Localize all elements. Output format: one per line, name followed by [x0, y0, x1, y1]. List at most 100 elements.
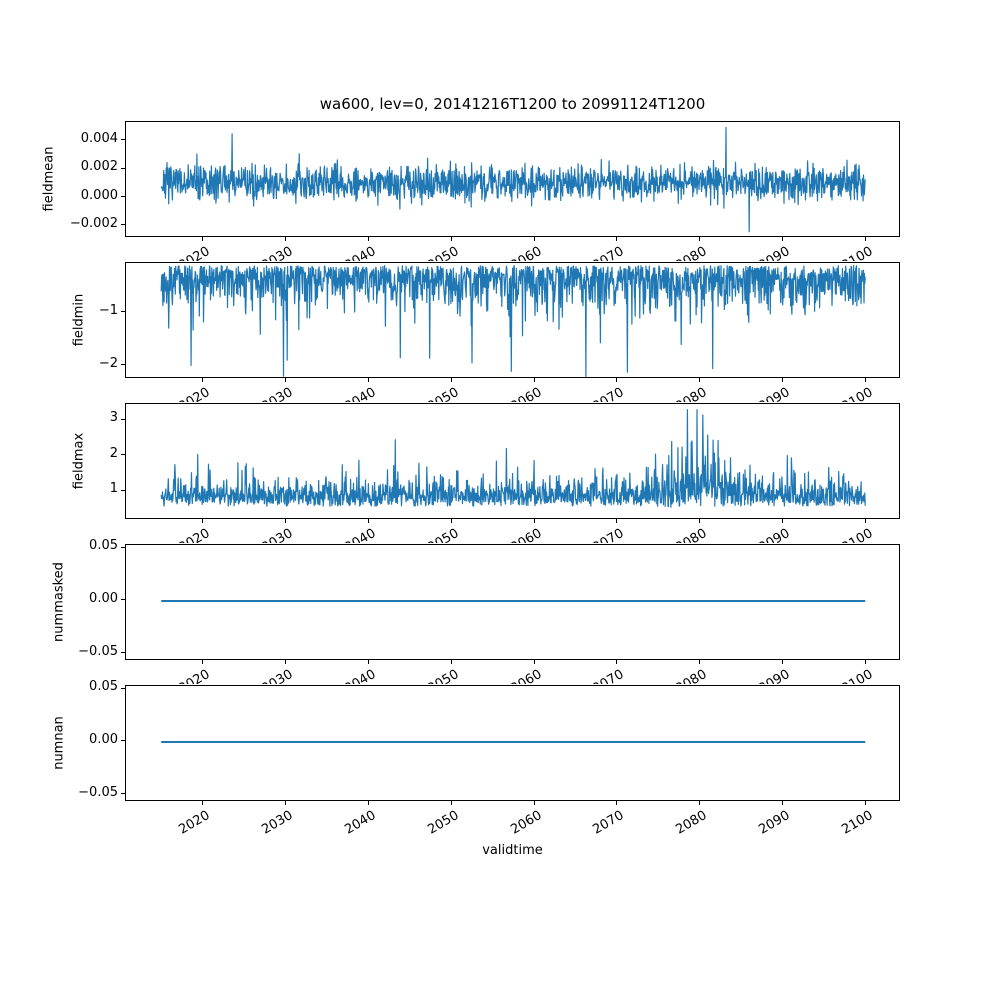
y-tick-label: 2 [109, 445, 118, 461]
y-tick-label: 0.00 [89, 731, 118, 747]
x-tick-label-row-clipped: 2020 2030 2040 2050 2060 2070 2080 2090 2100 [0, 237, 1000, 261]
x-tick-label: 2080 [673, 808, 710, 838]
x-tick-label-row-clipped: 2020 2030 2040 2050 2060 2070 2080 2090 2100 [0, 660, 1000, 684]
x-tick [533, 237, 535, 241]
x-tick-label: 2080 [673, 385, 710, 402]
x-tick-label: 2060 [507, 667, 544, 684]
x-tick [782, 237, 784, 241]
x-tick [616, 801, 618, 805]
x-tick-label: 2090 [756, 244, 793, 261]
x-tick-label: 2090 [756, 526, 793, 543]
x-tick-label: 2030 [259, 526, 296, 543]
x-tick-label: 2080 [673, 244, 710, 261]
x-tick [367, 801, 369, 805]
x-tick-label: 2020 [176, 244, 213, 261]
x-axis-label: validtime [482, 843, 543, 858]
x-tick [284, 660, 286, 664]
fieldmean-line [160, 126, 866, 233]
subplot-nummasked [125, 544, 900, 660]
y-tick [121, 687, 125, 689]
y-tick [121, 546, 125, 548]
x-tick-label: 2020 [176, 808, 213, 838]
x-tick [201, 660, 203, 664]
x-tick [533, 660, 535, 664]
x-tick [367, 519, 369, 523]
x-tick-label: 2050 [424, 244, 462, 261]
y-tick [121, 167, 125, 169]
fieldmax-line [160, 409, 866, 508]
x-tick-label: 2070 [590, 808, 627, 838]
y-tick [121, 652, 125, 654]
ylabel-fieldmin: fieldmin [71, 293, 87, 347]
y-tick [121, 139, 125, 141]
subplot-fieldmin [125, 262, 900, 378]
y-tick-label: 0.05 [89, 679, 118, 695]
x-tick [699, 237, 701, 241]
x-tick-label: 2060 [507, 526, 544, 543]
x-tick-label: 2020 [176, 667, 213, 684]
x-tick [284, 801, 286, 805]
x-tick [616, 660, 618, 664]
y-tick [121, 364, 125, 366]
y-tick [121, 740, 125, 742]
x-tick [284, 378, 286, 382]
fieldmin-line [160, 265, 866, 378]
nummasked-line [161, 599, 866, 602]
x-tick-label: 2090 [756, 808, 793, 838]
subplot-fieldmean [125, 121, 900, 237]
x-tick-label: 2030 [259, 244, 296, 261]
x-tick-label: 2100 [839, 808, 876, 838]
x-tick [782, 801, 784, 805]
x-tick-label: 2100 [839, 526, 876, 543]
x-tick [782, 660, 784, 664]
x-tick-label: 2070 [590, 526, 627, 543]
x-tick [616, 237, 618, 241]
x-tick-label: 2020 [176, 526, 213, 543]
x-tick-label: 2040 [342, 808, 379, 838]
x-tick-label: 2100 [839, 385, 876, 402]
y-tick-label: 0.00 [89, 590, 118, 606]
y-tick-label: −0.05 [78, 643, 118, 659]
x-tick [782, 519, 784, 523]
x-tick-label: 2070 [590, 667, 627, 684]
x-tick [284, 519, 286, 523]
x-tick [533, 519, 535, 523]
x-tick-label: 2060 [507, 385, 544, 402]
x-tick-label-row-clipped: 2020 2030 2040 2050 2060 2070 2080 2090 2100 [0, 519, 1000, 543]
x-tick-label: 2060 [507, 244, 544, 261]
numnan-line [161, 740, 866, 743]
x-tick [616, 378, 618, 382]
x-tick-label: 2020 [176, 385, 213, 402]
subplot-fieldmax [125, 403, 900, 519]
y-tick [121, 224, 125, 226]
x-tick-label: 2050 [424, 808, 462, 838]
x-tick-label: 2080 [673, 667, 710, 684]
x-tick-label: 2040 [342, 526, 379, 543]
x-tick [533, 801, 535, 805]
x-tick [865, 378, 867, 382]
y-tick-label: −2 [98, 355, 118, 371]
y-tick [121, 311, 125, 313]
subplot-numnan [125, 685, 900, 801]
x-tick-label: 2040 [342, 244, 379, 261]
x-tick-label: 2040 [342, 385, 379, 402]
x-tick [201, 237, 203, 241]
x-tick [201, 801, 203, 805]
y-tick-label: 0.004 [80, 130, 118, 146]
x-tick [533, 378, 535, 382]
x-tick [450, 378, 452, 382]
y-tick-label: −0.05 [78, 784, 118, 800]
y-tick [121, 196, 125, 198]
x-tick [699, 801, 701, 805]
y-tick-label: 0.000 [80, 187, 118, 203]
y-tick [121, 599, 125, 601]
x-tick [782, 378, 784, 382]
y-tick-label: 0.002 [80, 159, 118, 175]
x-tick-label: 2090 [756, 667, 793, 684]
x-tick-label: 2070 [590, 244, 627, 261]
x-tick [865, 237, 867, 241]
x-tick [284, 237, 286, 241]
x-tick [616, 519, 618, 523]
x-tick [450, 660, 452, 664]
